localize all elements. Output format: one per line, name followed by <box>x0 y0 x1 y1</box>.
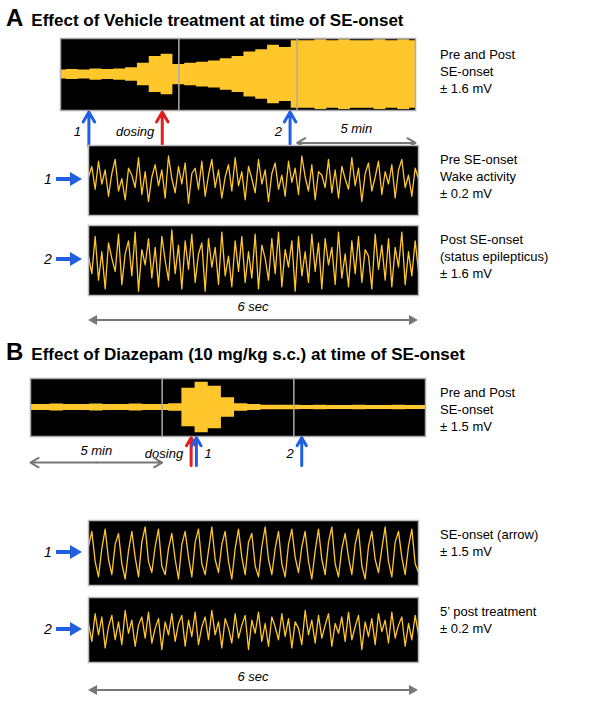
html-text:2: 2 <box>44 251 52 267</box>
svg-text:2: 2 <box>285 446 294 461</box>
html-text:± 1.6 mV: ± 1.6 mV <box>440 81 492 96</box>
svg-text:1: 1 <box>204 446 211 461</box>
html-text:± 0.2 mV: ± 0.2 mV <box>440 186 492 201</box>
html-text:1: 1 <box>44 543 52 560</box>
html-text:Pre and Post: Pre and Post <box>440 385 516 400</box>
html-text:Pre and Post: Pre and Post <box>440 47 516 62</box>
html-text:2: 2 <box>44 620 52 637</box>
svg-text:5 min: 5 min <box>80 443 112 458</box>
html-text:± 1.5 mV: ± 1.5 mV <box>440 419 492 434</box>
html-text:± 0.2 mV: ± 0.2 mV <box>440 621 492 636</box>
html-text:1: 1 <box>44 171 52 187</box>
svg-text:6 sec: 6 sec <box>237 299 269 314</box>
html-text:Wake activity: Wake activity <box>440 169 517 184</box>
svg-text:5 min: 5 min <box>340 121 372 136</box>
svg-text:dosing: dosing <box>145 446 184 461</box>
html-text:SE-onset (arrow): SE-onset (arrow) <box>440 527 539 542</box>
html-text:Post SE-onset: Post SE-onset <box>440 232 524 247</box>
svg-text:2: 2 <box>274 124 283 139</box>
svg-text:dosing: dosing <box>116 124 155 139</box>
html-text:(status epilepticus): (status epilepticus) <box>440 249 549 264</box>
html-text:Pre SE-onset: Pre SE-onset <box>440 152 518 167</box>
html-text:SE-onset: SE-onset <box>440 402 494 417</box>
html-text:± 1.6 mV: ± 1.6 mV <box>440 266 492 281</box>
svg-text:6 sec: 6 sec <box>237 669 269 684</box>
html-text:B Effect of Diazepam (10 mg/kg: B Effect of Diazepam (10 mg/kg s.c.) at … <box>6 338 465 365</box>
html-text:SE-onset: SE-onset <box>440 64 494 79</box>
html-text:5’ post treatment: 5’ post treatment <box>440 604 537 619</box>
svg-text:1: 1 <box>74 124 81 139</box>
html-text:A Effect of Vehicle treatment: A Effect of Vehicle treatment at time of… <box>6 4 404 31</box>
html-text:± 1.5 mV: ± 1.5 mV <box>440 544 492 559</box>
